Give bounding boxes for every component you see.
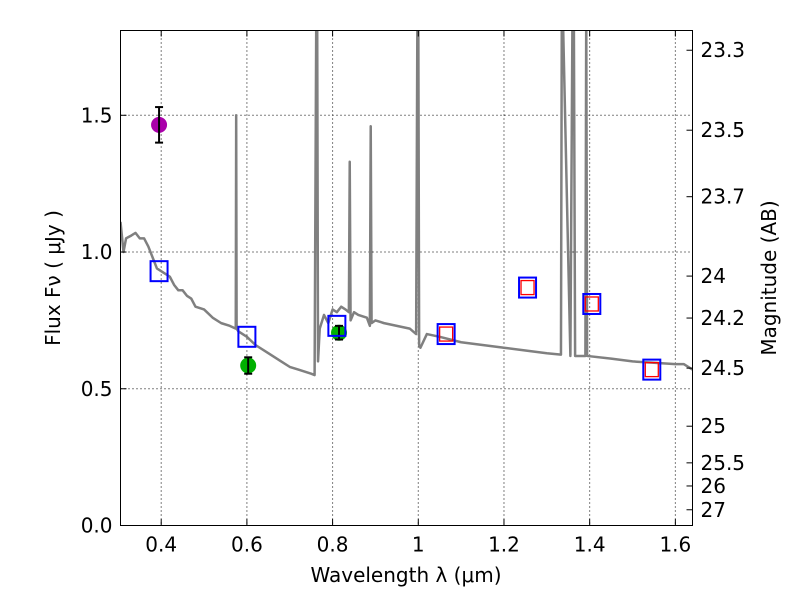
model-square-inner xyxy=(584,296,599,312)
y2-tick-label: 24.2 xyxy=(701,306,746,330)
y2-tick-label: 25.5 xyxy=(701,451,746,475)
model-square xyxy=(149,260,169,283)
y2-tick-label: 23.3 xyxy=(701,38,746,62)
model-square-inner xyxy=(438,326,454,342)
x-tick-label: 1.2 xyxy=(488,533,520,557)
model-square xyxy=(518,276,538,299)
x-tick-label: 1.6 xyxy=(659,533,691,557)
model-square xyxy=(642,358,662,381)
y2-tick-label: 23.7 xyxy=(701,185,746,209)
y2-tick-label: 23.5 xyxy=(701,118,746,142)
ticks: 0.4 0.6 0.8 1 1.2 1.4 1.6 0.0 0.5 1.0 1.5 23.3 23.5 2… xyxy=(81,30,746,557)
spectrum-line xyxy=(120,30,693,377)
x-tick-label: 1 xyxy=(412,533,425,557)
series-group xyxy=(120,30,693,381)
model-square xyxy=(237,325,257,348)
x-tick-label: 1.4 xyxy=(574,533,606,557)
model-square-inner xyxy=(520,279,535,296)
y-tick-label: 0.0 xyxy=(81,514,113,538)
y-tick-label: 1.0 xyxy=(81,240,113,264)
model-square xyxy=(582,292,602,315)
grid xyxy=(120,30,693,526)
y-axis-label: Flux Fν ( μJy ) xyxy=(41,210,65,346)
x-axis-label: Wavelength λ (μm) xyxy=(310,563,501,587)
axes-frame xyxy=(120,30,693,526)
y-tick-label: 0.5 xyxy=(81,377,113,401)
y2-tick-label: 25 xyxy=(701,414,726,438)
y2-axis-label: Magnitude (AB) xyxy=(757,200,781,355)
y-tick-label: 1.5 xyxy=(81,103,113,127)
model-square-inner xyxy=(644,361,659,378)
x-tick-label: 0.8 xyxy=(317,533,349,557)
model-square xyxy=(327,314,347,337)
y2-tick-label: 27 xyxy=(701,498,726,522)
x-tick-label: 0.6 xyxy=(231,533,263,557)
plot-area xyxy=(120,30,693,381)
model-square xyxy=(436,323,456,346)
y2-tick-label: 24.5 xyxy=(701,356,746,380)
y2-tick-label: 26 xyxy=(701,474,726,498)
x-tick-label: 0.4 xyxy=(145,533,177,557)
y2-tick-label: 24 xyxy=(701,264,726,288)
